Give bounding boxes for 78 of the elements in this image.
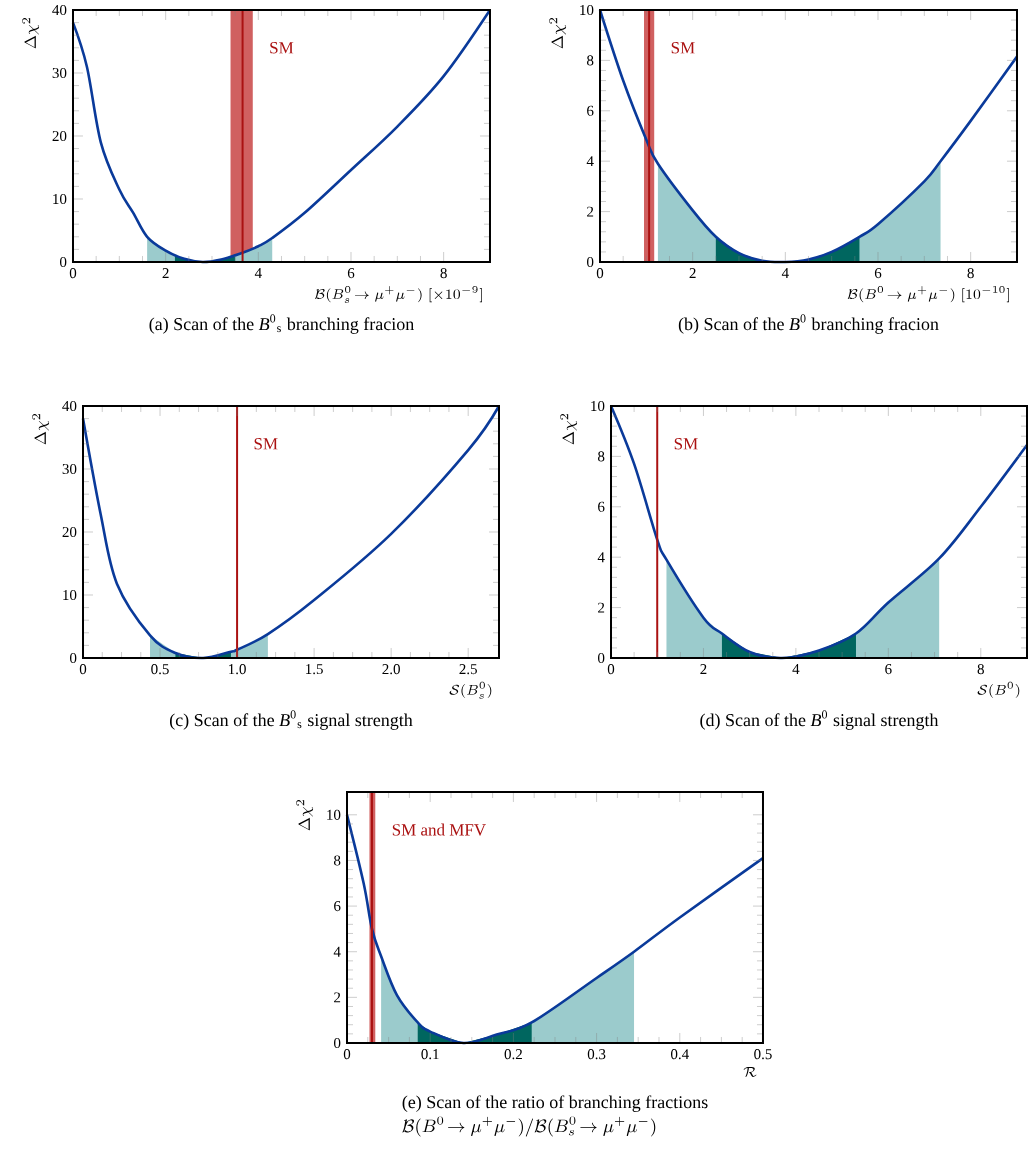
x-tick-label: 8	[967, 268, 974, 279]
y-tick-label: 10	[580, 4, 594, 16]
y-tick-label: 20	[52, 130, 67, 142]
x-tick-label: 2	[700, 664, 707, 674]
y-tick-label: 6	[598, 501, 605, 512]
y-axis-title: $\Delta\chi^2$	[22, 17, 40, 49]
x-tick-label: 6	[347, 268, 355, 279]
y-tick-label: 30	[52, 67, 67, 79]
text: $\mathcal{B}(B^0\!\to\mu^+\mu^-)/\mathcal{B}(B^0_s\!\to\mu^+\mu^-)$	[402, 1116, 656, 1137]
ref-line-label: SM and MFV	[392, 823, 486, 836]
x-tick-label: 0	[607, 664, 615, 675]
y-tick-label: 2	[598, 602, 605, 613]
y-tick-label: 2	[587, 206, 594, 217]
x-tick-label: 6	[885, 664, 892, 675]
y-tick-label: 10	[327, 809, 341, 820]
x-tick-label: 2.5	[459, 664, 477, 675]
y-axis-title: $\Delta\chi^2$	[32, 413, 50, 445]
y-tick-label: 0	[598, 652, 605, 664]
ref-line-label: SM	[671, 42, 695, 54]
x-tick-label: 4	[781, 268, 789, 278]
x-axis-title: $\mathcal{S}(B^0)$	[977, 681, 1020, 699]
y-tick-label: 0	[334, 1037, 341, 1049]
x-tick-label: 8	[977, 664, 984, 675]
text: (c) Scan of the B$^{0}$$_{s}$ signal strength	[169, 710, 413, 730]
x-tick-label: 0.5	[151, 664, 169, 675]
line-series	[598, 8, 1019, 264]
x-tick-label: 0.4	[670, 1049, 689, 1060]
y-tick-label: 4	[597, 552, 605, 563]
y-tick-label: 30	[62, 463, 77, 475]
y-tick-label: 0	[70, 652, 77, 664]
y-tick-label: 0	[587, 256, 594, 268]
line-series	[71, 8, 492, 264]
x-tick-label: 0.3	[587, 1049, 606, 1060]
y-tick-label: 8	[334, 855, 341, 866]
x-tick-label: 1.5	[306, 664, 323, 675]
x-tick-label: 6	[874, 268, 882, 279]
x-tick-label: 0	[79, 664, 87, 675]
ref-line-label: SM	[254, 438, 278, 450]
x-axis-title: $\mathcal{S}(B^0_s)$	[449, 681, 492, 699]
line-series	[609, 404, 1029, 660]
y-tick-label: 10	[53, 193, 67, 205]
text: (d) Scan of the B$^{0}$ signal strength	[700, 710, 939, 730]
x-tick-label: 0.5	[754, 1049, 772, 1060]
x-tick-label: 0	[343, 1049, 351, 1060]
y-tick-label: 4	[333, 946, 341, 957]
x-tick-label: 2	[162, 268, 169, 278]
ref-line-label: SM	[674, 438, 698, 450]
x-tick-label: 0.2	[504, 1049, 522, 1060]
x-tick-label: 0.1	[421, 1049, 439, 1060]
y-tick-label: 40	[52, 4, 67, 16]
y-axis-title: $\Delta\chi^2$	[560, 413, 578, 445]
y-tick-label: 2	[334, 992, 341, 1003]
x-tick-label: 2	[689, 268, 696, 278]
x-tick-label: 4	[792, 664, 800, 674]
y-tick-label: 4	[586, 156, 594, 167]
line-series	[81, 404, 501, 660]
y-axis-title: $\Delta\chi^2$	[549, 17, 567, 49]
x-tick-label: 1.0	[229, 664, 246, 675]
text: (a) Scan of the B$^{0}$$_{s}$ branching fracion	[149, 314, 414, 334]
text: (b) Scan of the B$^{0}$ branching fracion	[678, 314, 939, 334]
x-axis-title: $\mathcal{R}$	[743, 1067, 757, 1077]
y-tick-label: 10	[63, 589, 77, 601]
text: (e) Scan of the ratio of branching fractions	[402, 1095, 708, 1112]
y-tick-label: 8	[598, 451, 605, 462]
ref-line-label: SM	[270, 42, 294, 54]
y-tick-label: 0	[60, 256, 67, 268]
y-tick-label: 6	[587, 105, 594, 116]
x-tick-label: 8	[440, 268, 447, 279]
y-tick-label: 40	[62, 400, 77, 412]
y-axis-title: $\Delta\chi^2$	[296, 799, 314, 831]
x-tick-label: 2.0	[382, 664, 400, 675]
y-tick-label: 10	[591, 400, 605, 412]
x-tick-label: 4	[254, 268, 262, 278]
y-tick-label: 8	[587, 55, 594, 66]
y-tick-label: 20	[62, 526, 77, 538]
x-axis-title: $\mathcal{B}(B^0\!\to\mu^+\mu^-)\;[10^{-10}]$	[847, 286, 1009, 303]
y-tick-label: 6	[334, 901, 341, 912]
x-axis-title: $\mathcal{B}(B^0_s\!\to\mu^+\mu^-)\;[\times10^{-9}]$	[315, 286, 482, 303]
